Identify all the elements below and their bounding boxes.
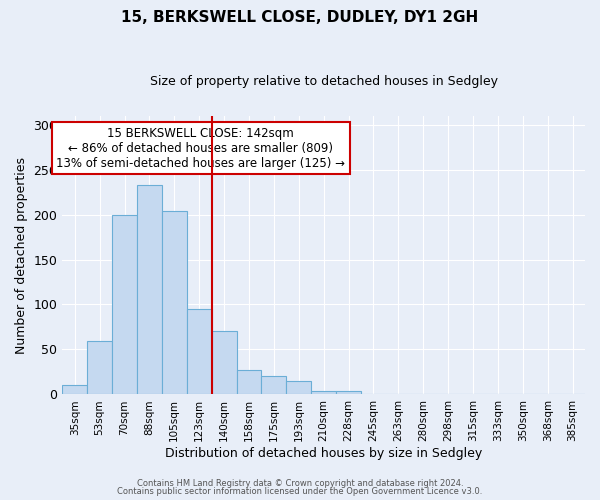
X-axis label: Distribution of detached houses by size in Sedgley: Distribution of detached houses by size … [165,447,482,460]
Bar [187,309,212,394]
Text: Contains public sector information licensed under the Open Government Licence v3: Contains public sector information licen… [118,487,482,496]
Text: 15 BERKSWELL CLOSE: 142sqm
← 86% of detached houses are smaller (809)
13% of sem: 15 BERKSWELL CLOSE: 142sqm ← 86% of deta… [56,126,346,170]
Bar [112,214,137,394]
Bar [62,386,87,394]
Text: 15, BERKSWELL CLOSE, DUDLEY, DY1 2GH: 15, BERKSWELL CLOSE, DUDLEY, DY1 2GH [121,10,479,25]
Bar [311,391,336,394]
Y-axis label: Number of detached properties: Number of detached properties [15,156,28,354]
Bar [286,381,311,394]
Bar [162,211,187,394]
Text: Contains HM Land Registry data © Crown copyright and database right 2024.: Contains HM Land Registry data © Crown c… [137,478,463,488]
Bar [212,330,236,394]
Title: Size of property relative to detached houses in Sedgley: Size of property relative to detached ho… [149,75,497,88]
Bar [236,370,262,394]
Bar [137,185,162,394]
Bar [87,342,112,394]
Bar [262,376,286,394]
Bar [336,391,361,394]
